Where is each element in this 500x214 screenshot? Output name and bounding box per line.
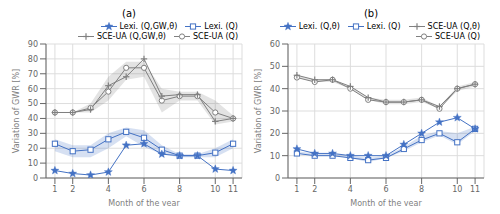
- svg-text:60: 60: [270, 40, 280, 49]
- html-text:Lexi. (Q,GW,θ): Lexi. (Q,GW,θ): [119, 22, 178, 31]
- svg-text:90: 90: [28, 40, 38, 49]
- svg-text:30: 30: [270, 107, 280, 116]
- svg-text:40: 40: [270, 85, 280, 94]
- svg-text:10: 10: [270, 152, 280, 161]
- svg-text:50: 50: [28, 99, 38, 108]
- svg-text:50: 50: [270, 62, 280, 71]
- html-text:SCE-UA (Q,θ): SCE-UA (Q,θ): [427, 22, 480, 31]
- svg-text:10: 10: [452, 185, 462, 194]
- svg-text:6: 6: [383, 185, 388, 194]
- svg-text:2: 2: [70, 185, 75, 194]
- svg-text:10: 10: [28, 159, 38, 168]
- svg-text:Month of the year: Month of the year: [108, 199, 180, 206]
- svg-text:20: 20: [28, 144, 38, 153]
- svg-text:70: 70: [28, 70, 38, 79]
- svg-text:60: 60: [28, 85, 38, 94]
- svg-text:Month of the year: Month of the year: [350, 199, 422, 206]
- svg-text:1: 1: [294, 185, 299, 194]
- html-text:SCE-UA (Q,GW,θ): SCE-UA (Q,GW,θ): [96, 32, 166, 41]
- svg-text:40: 40: [28, 114, 38, 123]
- svg-text:Variation of GWR [%]: Variation of GWR [%]: [12, 69, 21, 153]
- svg-text:Variation of GWR [%]: Variation of GWR [%]: [254, 69, 263, 153]
- svg-text:8: 8: [177, 185, 182, 194]
- svg-text:20: 20: [270, 129, 280, 138]
- html-text:(b): (b): [363, 8, 379, 19]
- html-text:SCE-UA (Q): SCE-UA (Q): [435, 32, 480, 41]
- svg-text:30: 30: [28, 129, 38, 138]
- svg-text:10: 10: [210, 185, 220, 194]
- svg-text:4: 4: [106, 185, 111, 194]
- svg-text:11: 11: [470, 185, 480, 194]
- svg-text:4: 4: [348, 185, 353, 194]
- svg-text:0: 0: [33, 174, 38, 183]
- svg-text:6: 6: [141, 185, 146, 194]
- html-text:Lexi. (Q): Lexi. (Q): [204, 22, 238, 31]
- html-text:Lexi. (Q): Lexi. (Q): [366, 22, 401, 31]
- html-text:SCE-UA (Q): SCE-UA (Q): [193, 32, 238, 41]
- svg-text:11: 11: [228, 185, 238, 194]
- html-text:(a): (a): [122, 8, 136, 19]
- svg-text:80: 80: [28, 55, 38, 64]
- svg-text:8: 8: [419, 185, 424, 194]
- svg-text:1: 1: [52, 185, 57, 194]
- svg-text:0: 0: [275, 174, 280, 183]
- html-text:Lexi. (Q,θ): Lexi. (Q,θ): [298, 22, 340, 31]
- svg-text:2: 2: [312, 185, 317, 194]
